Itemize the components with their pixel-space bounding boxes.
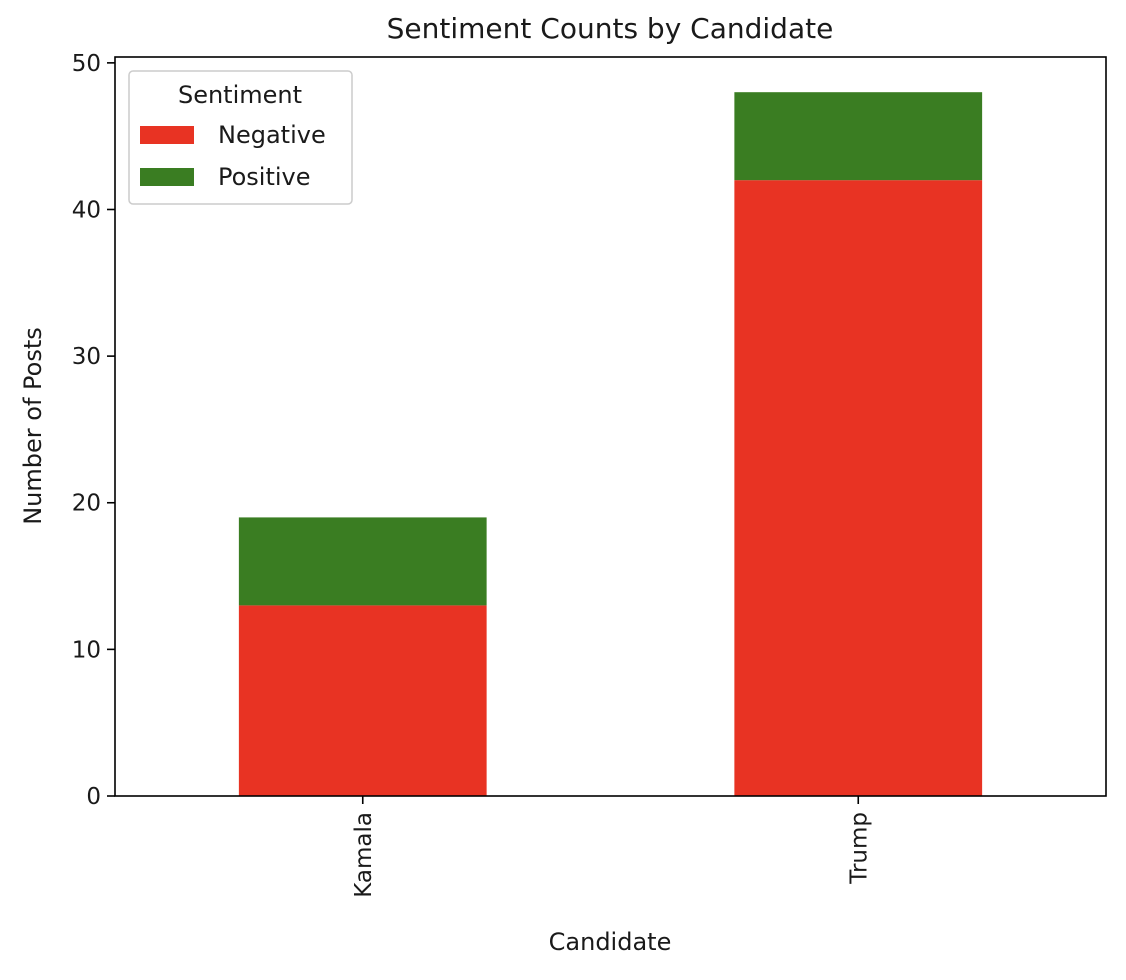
x-tick-label-trump: Trump (846, 812, 872, 885)
bar-kamala-negative (238, 605, 487, 796)
y-tick-label: 30 (72, 344, 101, 370)
y-tick-label: 50 (72, 51, 101, 77)
legend-label-positive: Positive (218, 163, 311, 191)
legend-swatch-positive (140, 168, 194, 186)
y-axis: 0 10 20 30 40 50 (72, 51, 115, 810)
legend-items: Negative Positive (140, 121, 326, 191)
legend-label-negative: Negative (218, 121, 326, 149)
y-tick-label: 10 (72, 637, 101, 663)
bars-layer (238, 92, 983, 796)
legend: Sentiment Negative Positive (128, 70, 353, 205)
legend-title: Sentiment (178, 81, 302, 109)
x-axis-label: Candidate (549, 928, 672, 956)
y-tick-label: 20 (72, 491, 101, 517)
y-axis-label: Number of Posts (19, 327, 47, 525)
plot-frame (114, 56, 1107, 797)
bar-trump-negative (734, 180, 983, 796)
x-axis: Kamala Trump (351, 796, 872, 898)
legend-swatch-negative (140, 126, 194, 144)
bar-trump-positive (734, 92, 983, 181)
y-tick-label: 40 (72, 197, 101, 223)
bar-kamala-positive (238, 517, 487, 606)
y-tick-label: 0 (86, 784, 101, 810)
chart-title: Sentiment Counts by Candidate (387, 12, 834, 45)
x-tick-label-kamala: Kamala (351, 812, 377, 898)
